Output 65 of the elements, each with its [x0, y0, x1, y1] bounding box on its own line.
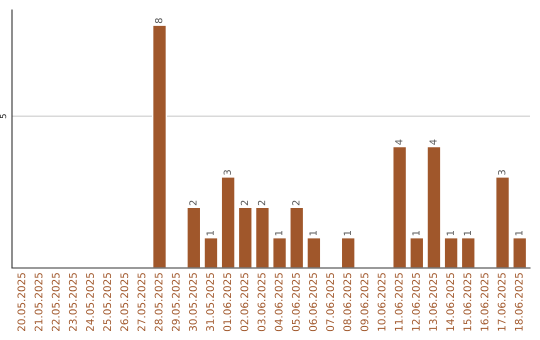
x-tick-label: 27.05.2025 [138, 273, 146, 332]
x-tick-label: 17.06.2025 [498, 273, 506, 331]
text: 1 [275, 230, 282, 236]
x-tick-label: 06.06.2025 [309, 273, 317, 332]
bar [254, 206, 270, 268]
bar [512, 236, 528, 268]
text: 4 [395, 140, 402, 145]
bar [426, 146, 442, 268]
x-tick-label: 29.05.2025 [172, 273, 180, 332]
text: 1 [515, 230, 522, 236]
bar [152, 24, 168, 268]
x-tick-label: 13.06.2025 [429, 273, 437, 331]
x-tick-label: 04.06.2025 [274, 273, 283, 332]
x-tick-label: 24.05.2025 [86, 273, 94, 332]
text: 2 [258, 200, 266, 206]
x-tick-label: 11.06.2025 [394, 273, 403, 331]
x-tick-label: 31.05.2025 [206, 273, 214, 332]
text: 3 [498, 170, 506, 175]
x-tick-label: 18.06.2025 [514, 273, 523, 331]
x-tick-label: 20.05.2025 [17, 273, 26, 332]
bar [238, 206, 253, 268]
x-tick-label: 02.06.2025 [240, 273, 248, 332]
text: 3 [224, 170, 231, 175]
x-tick-label: 26.05.2025 [120, 273, 128, 332]
x-tick-label: 01.06.2025 [223, 273, 232, 332]
text: 1 [309, 230, 317, 236]
x-tick-label: 23.05.2025 [68, 273, 77, 332]
x-tick-label: 22.05.2025 [52, 273, 60, 332]
text: 2 [189, 200, 196, 206]
x-tick-label: 30.05.2025 [188, 273, 197, 332]
x-tick-label: 03.06.2025 [258, 273, 266, 332]
text: 1 [446, 230, 454, 236]
text: 2 [292, 200, 300, 206]
text: 1 [412, 230, 420, 236]
x-tick-label: 25.05.2025 [103, 273, 112, 332]
x-tick-label: 05.06.2025 [292, 273, 300, 332]
bar [289, 206, 304, 268]
bar [409, 236, 424, 268]
x-tick-label: 09.06.2025 [360, 273, 368, 332]
bar [272, 236, 288, 268]
bar [392, 146, 408, 268]
text: 1 [344, 230, 351, 236]
bar [340, 236, 356, 268]
bar [460, 236, 476, 268]
x-tick-label: 14.06.2025 [446, 273, 454, 331]
x-tick-label: 28.05.2025 [154, 273, 163, 332]
bar [220, 176, 236, 268]
text: 1 [464, 230, 471, 236]
x-tick-label: 15.06.2025 [463, 273, 472, 331]
bar [495, 176, 510, 268]
bar [203, 236, 219, 268]
x-tick-label: 12.06.2025 [412, 273, 420, 331]
x-tick-label: 08.06.2025 [343, 273, 352, 332]
y-tick-label: 5 [0, 114, 6, 118]
x-tick-label: 10.06.2025 [378, 273, 386, 331]
x-tick-label: 16.06.2025 [480, 273, 488, 331]
text: 4 [430, 140, 437, 145]
x-tick-label: 07.06.2025 [326, 273, 334, 332]
text: 8 [154, 18, 162, 24]
bar [444, 236, 459, 268]
text: 1 [206, 230, 214, 236]
bar [186, 206, 202, 268]
bar [306, 236, 322, 268]
text: 2 [240, 200, 248, 206]
x-tick-label: 21.05.2025 [34, 273, 42, 332]
